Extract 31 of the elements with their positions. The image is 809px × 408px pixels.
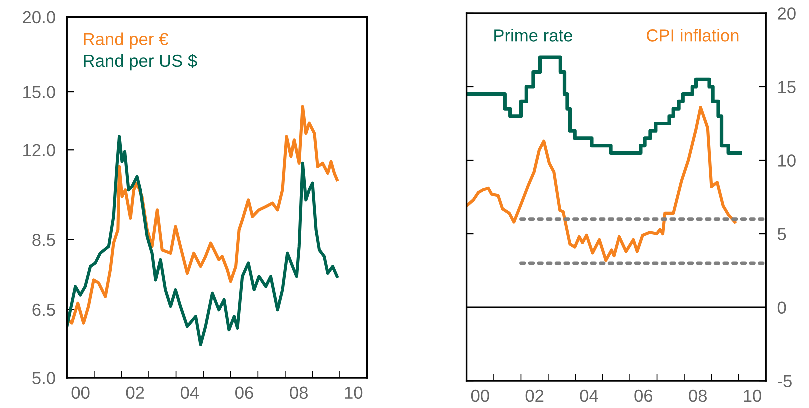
x-tick-label: 06: [634, 390, 653, 402]
x-tick-label: 10: [345, 386, 363, 400]
y2-tick-label: 0: [778, 302, 786, 314]
y2-tick-label: 15: [778, 81, 796, 94]
text: Rand per US $: [84, 54, 198, 71]
text: CPI inflation: [647, 29, 739, 42]
y2-tick-label: 5: [778, 228, 786, 240]
x-tick-label: 06: [236, 386, 254, 400]
x-tick-label: 00: [72, 386, 90, 400]
y-tick-label: 8.5: [32, 234, 56, 246]
series-label: Prime rate: [494, 29, 572, 42]
line-series: [67, 135, 339, 346]
y-tick-label: 6.5: [32, 304, 56, 316]
text: Rand per €: [84, 32, 168, 49]
x-tick-label: 04: [580, 390, 598, 402]
y2-tick-label: -5: [778, 375, 792, 388]
y-tick-label: 20.0: [23, 11, 56, 24]
x-tick-label: 08: [689, 390, 707, 402]
y-tick-label: 12.0: [24, 144, 56, 157]
x-tick-label: 02: [126, 386, 144, 400]
line-series: [67, 105, 339, 325]
x-tick-label: 00: [471, 390, 490, 402]
y-tick-label: 15.0: [24, 86, 56, 98]
line-series: [466, 106, 737, 262]
y-tick-label: 5.0: [32, 372, 56, 384]
x-tick-label: 08: [290, 386, 308, 400]
y2-tick-label: 20: [778, 8, 796, 20]
x-tick-label: 10: [744, 390, 762, 402]
x-tick-label: 02: [526, 390, 544, 402]
x-tick-label: 04: [180, 386, 200, 400]
y2-tick-label: 10: [778, 154, 796, 167]
